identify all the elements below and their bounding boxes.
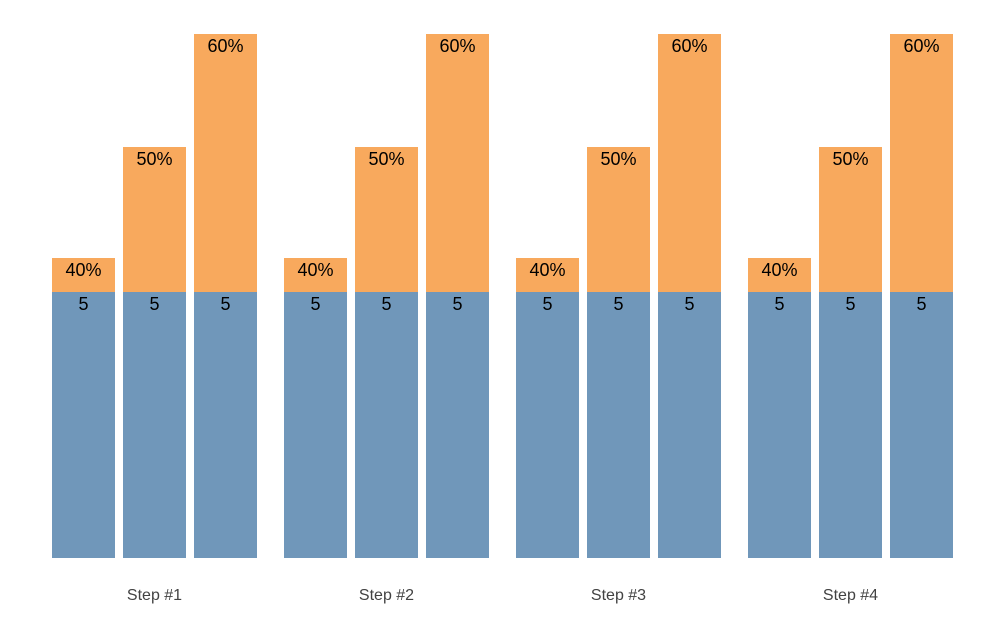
base-value-label: 5 (452, 294, 463, 314)
percent-segment: 40% (748, 258, 811, 292)
percent-label: 60% (439, 36, 476, 56)
percent-segment: 60% (658, 34, 721, 292)
base-value-label: 5 (916, 294, 927, 314)
bar-group-4: 40% 5 50% 5 60% 5 (748, 34, 953, 558)
percent-label: 40% (297, 260, 334, 280)
stacked-bar: 60% 5 (658, 34, 721, 558)
percent-label: 50% (368, 149, 405, 169)
base-value-label: 5 (774, 294, 785, 314)
stacked-bar: 40% 5 (52, 258, 115, 558)
category-label: Step #2 (358, 587, 415, 604)
base-segment: 5 (819, 292, 882, 558)
percent-label: 50% (136, 149, 173, 169)
base-value-label: 5 (310, 294, 321, 314)
percent-segment: 60% (426, 34, 489, 292)
category-label: Step #3 (590, 587, 647, 604)
percent-segment: 40% (52, 258, 115, 292)
base-segment: 5 (426, 292, 489, 558)
bar-group-2: 40% 5 50% 5 60% 5 (284, 34, 489, 558)
base-segment: 5 (748, 292, 811, 558)
stacked-bar: 50% 5 (819, 147, 882, 558)
percent-segment: 50% (587, 147, 650, 292)
base-value-label: 5 (220, 294, 231, 314)
base-segment: 5 (587, 292, 650, 558)
stacked-bar: 40% 5 (284, 258, 347, 558)
stacked-bar: 60% 5 (890, 34, 953, 558)
percent-label: 50% (600, 149, 637, 169)
category-label: Step #1 (126, 587, 183, 604)
base-value-label: 5 (542, 294, 553, 314)
percent-label: 60% (903, 36, 940, 56)
bar-group-1: 40% 5 50% 5 60% 5 (52, 34, 257, 558)
stacked-bar: 40% 5 (516, 258, 579, 558)
base-segment: 5 (52, 292, 115, 558)
base-segment: 5 (890, 292, 953, 558)
percent-label: 60% (671, 36, 708, 56)
category-axis: Step #1 Step #2 Step #3 Step #4 (52, 586, 953, 605)
bar-group-3: 40% 5 50% 5 60% 5 (516, 34, 721, 558)
base-value-label: 5 (78, 294, 89, 314)
base-segment: 5 (123, 292, 186, 558)
stacked-bar: 50% 5 (123, 147, 186, 558)
stacked-bar: 50% 5 (587, 147, 650, 558)
base-value-label: 5 (381, 294, 392, 314)
percent-label: 50% (832, 149, 869, 169)
base-value-label: 5 (149, 294, 160, 314)
stacked-bar: 40% 5 (748, 258, 811, 558)
base-value-label: 5 (845, 294, 856, 314)
stacked-bar: 60% 5 (194, 34, 257, 558)
percent-segment: 60% (890, 34, 953, 292)
percent-segment: 60% (194, 34, 257, 292)
percent-segment: 40% (516, 258, 579, 292)
base-segment: 5 (284, 292, 347, 558)
percent-label: 40% (529, 260, 566, 280)
percent-label: 40% (761, 260, 798, 280)
percent-segment: 40% (284, 258, 347, 292)
base-value-label: 5 (684, 294, 695, 314)
plot-area: 40% 5 50% 5 60% 5 40% 5 50% 5 60% 5 40% 5 50% 5 60% 5 40% 5… (52, 0, 953, 558)
stacked-bar: 60% 5 (426, 34, 489, 558)
percent-label: 40% (65, 260, 102, 280)
base-segment: 5 (194, 292, 257, 558)
base-segment: 5 (355, 292, 418, 558)
percent-segment: 50% (819, 147, 882, 292)
base-segment: 5 (516, 292, 579, 558)
base-value-label: 5 (613, 294, 624, 314)
stacked-bar: 50% 5 (355, 147, 418, 558)
category-label: Step #4 (822, 587, 879, 604)
percent-label: 60% (207, 36, 244, 56)
percent-segment: 50% (355, 147, 418, 292)
base-segment: 5 (658, 292, 721, 558)
percent-segment: 50% (123, 147, 186, 292)
